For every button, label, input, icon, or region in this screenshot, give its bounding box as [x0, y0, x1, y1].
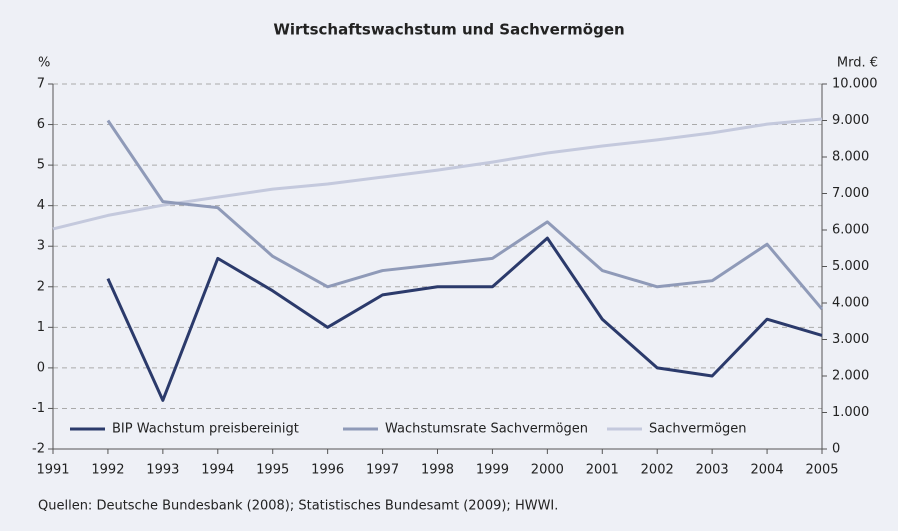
x-tick-label: 1991: [36, 463, 69, 478]
y-tick-label: 1: [37, 320, 45, 335]
y2-tick-label: 3.000: [832, 332, 869, 347]
y2-tick-label: 10.000: [832, 77, 878, 92]
series-line: [106, 119, 824, 311]
y2-tick-label: 2.000: [832, 369, 869, 384]
y-tick-label: 4: [37, 198, 45, 213]
x-tick-label: 2003: [696, 463, 729, 478]
y2-tick-label: 9.000: [832, 113, 869, 128]
y2-tick-label: 1.000: [832, 405, 869, 420]
y2-tick-label: 5.000: [832, 259, 869, 274]
x-tick-label: 2002: [641, 463, 674, 478]
y2-tick-label: 4.000: [832, 296, 869, 311]
series-line: [106, 236, 823, 402]
x-tick-label: 2005: [805, 463, 838, 478]
source: Quellen: Deutsche Bundesbank (2008); Sta…: [38, 499, 558, 514]
y-tick-label: 3: [37, 239, 45, 254]
legend-label: Sachvermögen: [649, 422, 747, 437]
y-tick-label: 7: [37, 77, 45, 92]
y-tick-label: 0: [37, 360, 45, 375]
x-tick-label: 1998: [421, 463, 454, 478]
legend-label: Wachstumsrate Sachvermögen: [385, 422, 588, 437]
y2-axis-label: Mrd. €: [837, 56, 878, 71]
y-tick-label: -2: [32, 442, 45, 457]
y-tick-label: 6: [37, 117, 45, 132]
y2-tick-label: 0: [832, 442, 840, 457]
x-tick-label: 1996: [311, 463, 344, 478]
x-tick-label: 1999: [476, 463, 509, 478]
y-tick-label: -1: [32, 401, 45, 416]
y2-tick-label: 6.000: [832, 223, 869, 238]
legend-label: BIP Wachstum preisbereinigt: [112, 422, 299, 437]
y2-tick-label: 7.000: [832, 186, 869, 201]
y-tick-label: 5: [37, 158, 45, 173]
x-tick-label: 1993: [146, 463, 179, 478]
x-tick-label: 1994: [201, 463, 234, 478]
x-tick-label: 2001: [586, 463, 619, 478]
chart-title: Wirtschaftswachstum und Sachvermögen: [273, 21, 624, 39]
y2-tick-label: 8.000: [832, 150, 869, 165]
x-tick-label: 1992: [91, 463, 124, 478]
y-axis-label: %: [38, 56, 50, 71]
x-tick-label: 2004: [751, 463, 784, 478]
x-tick-label: 2000: [531, 463, 564, 478]
x-tick-label: 1995: [256, 463, 289, 478]
x-tick-label: 1997: [366, 463, 399, 478]
y-tick-label: 2: [37, 279, 45, 294]
